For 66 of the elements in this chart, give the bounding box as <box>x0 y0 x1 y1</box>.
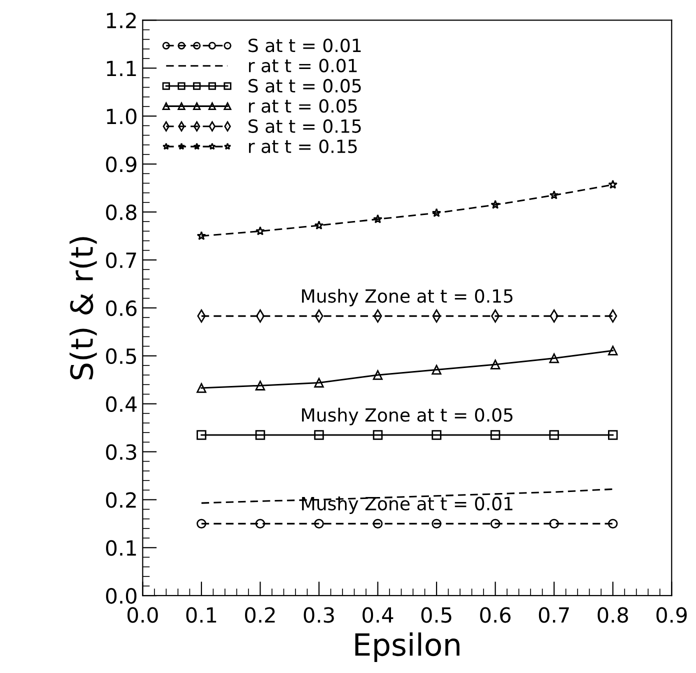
point <box>432 430 442 440</box>
y-tick-label: 0.9 <box>106 156 136 172</box>
point <box>372 430 383 440</box>
point <box>549 353 559 364</box>
point <box>490 430 500 440</box>
y-tick-label: 1.1 <box>106 60 136 76</box>
legend-label: S at t = 0.15 <box>248 119 361 133</box>
x-tick-label: 0.8 <box>598 607 628 623</box>
y-axis-title: S(t) & r(t) <box>70 237 97 380</box>
x-tick-label: 0.7 <box>538 607 569 623</box>
y-tick-label: 0.2 <box>106 492 136 508</box>
point <box>608 346 618 356</box>
y-tick-label: 0.8 <box>106 204 136 220</box>
point <box>256 226 265 236</box>
point <box>549 190 559 200</box>
point <box>372 518 383 529</box>
point <box>314 378 324 388</box>
point <box>608 180 618 189</box>
point <box>608 518 618 529</box>
point <box>255 518 266 529</box>
x-tick-label: 0.9 <box>656 607 687 623</box>
point <box>196 383 206 393</box>
point <box>314 430 324 440</box>
y-tick-label: 0.5 <box>106 348 136 364</box>
y-tick-label: 0.3 <box>106 444 136 460</box>
y-tick-label: 1.0 <box>106 108 136 124</box>
legend-label: S at t = 0.01 <box>248 38 361 52</box>
x-axis-title: Epsilon <box>355 632 460 662</box>
x-tick-label: 0.3 <box>304 607 334 623</box>
x-tick-label: 0.0 <box>127 607 158 623</box>
point <box>314 220 324 230</box>
point <box>549 518 559 529</box>
x-tick-label: 0.4 <box>362 607 394 623</box>
point <box>372 370 383 380</box>
x-tick-label: 0.5 <box>421 607 452 623</box>
y-tick-label: 0.1 <box>106 540 136 556</box>
point <box>196 231 206 240</box>
legend-label: S at t = 0.05 <box>248 78 361 93</box>
legend-label: r at t = 0.05 <box>249 99 357 113</box>
point <box>432 208 442 218</box>
x-tick-label: 0.6 <box>480 607 511 623</box>
x-tick-label: 0.1 <box>186 607 216 623</box>
y-tick-label: 0.7 <box>106 252 136 268</box>
legend-label: r at t = 0.01 <box>249 58 357 72</box>
annotation: Mushy Zone at t = 0.01 <box>302 496 512 514</box>
point <box>255 380 266 390</box>
point <box>490 360 500 370</box>
legend-label: r at t = 0.15 <box>249 139 357 154</box>
point <box>490 200 500 209</box>
point <box>314 518 324 529</box>
y-tick-label: 0.6 <box>106 300 137 316</box>
y-tick-label: 0.4 <box>106 396 137 412</box>
point <box>255 430 266 440</box>
point <box>608 430 618 440</box>
point <box>373 214 382 224</box>
y-tick-label: 0.0 <box>106 588 136 604</box>
annotation: Mushy Zone at t = 0.05 <box>302 408 512 426</box>
y-tick-label: 1.2 <box>106 12 136 28</box>
point <box>196 430 206 440</box>
point <box>432 364 442 375</box>
x-tick-label: 0.2 <box>245 607 275 623</box>
annotation: Mushy Zone at t = 0.15 <box>302 288 512 306</box>
point <box>196 518 206 529</box>
point <box>549 430 559 440</box>
point <box>432 518 442 529</box>
point <box>490 518 500 529</box>
